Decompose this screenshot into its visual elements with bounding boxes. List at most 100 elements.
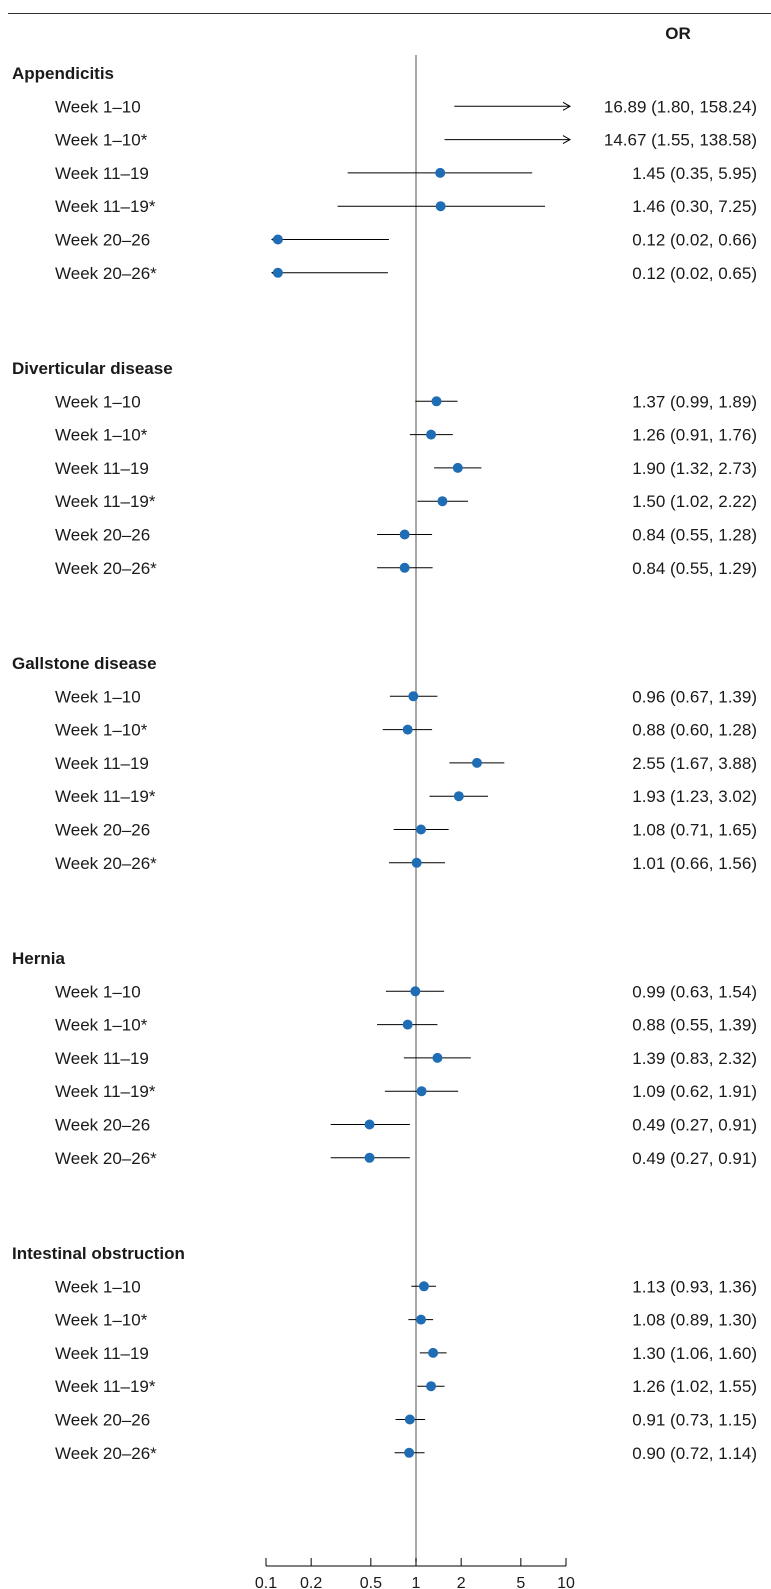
x-tick-label: 2 bbox=[457, 1575, 466, 1589]
or-point bbox=[452, 462, 463, 473]
group-heading: Appendicitis bbox=[12, 64, 114, 83]
or-value-text: 0.84 (0.55, 1.28) bbox=[632, 526, 757, 545]
or-value-text: 1.26 (0.91, 1.76) bbox=[632, 426, 757, 445]
row-label: Week 11–19 bbox=[55, 754, 149, 773]
or-value-text: 0.12 (0.02, 0.66) bbox=[632, 231, 757, 250]
group-heading: Hernia bbox=[12, 949, 65, 968]
row-label: Week 1–10 bbox=[55, 982, 141, 1001]
or-value-text: 0.84 (0.55, 1.29) bbox=[632, 559, 757, 578]
or-point bbox=[437, 496, 448, 507]
row-label: Week 20–26 bbox=[55, 231, 150, 250]
or-value-text: 1.09 (0.62, 1.91) bbox=[632, 1082, 757, 1101]
or-point bbox=[404, 1414, 415, 1425]
x-tick-label: 5 bbox=[516, 1575, 525, 1589]
x-tick-label: 0.5 bbox=[360, 1575, 382, 1589]
or-point bbox=[399, 529, 410, 540]
x-tick-label: 10 bbox=[557, 1575, 575, 1589]
or-value-text: 1.30 (1.06, 1.60) bbox=[632, 1344, 757, 1363]
or-value-text: 0.12 (0.02, 0.65) bbox=[632, 264, 757, 283]
or-point bbox=[402, 724, 413, 735]
or-value-text: 0.91 (0.73, 1.15) bbox=[632, 1411, 757, 1430]
group-heading: Intestinal obstruction bbox=[12, 1244, 185, 1263]
or-value-text: 1.08 (0.71, 1.65) bbox=[632, 821, 757, 840]
or-value-text: 0.49 (0.27, 0.91) bbox=[632, 1149, 757, 1168]
row-label: Week 1–10* bbox=[55, 131, 148, 150]
row-label: Week 11–19 bbox=[55, 1049, 149, 1068]
or-value-text: 0.96 (0.67, 1.39) bbox=[632, 687, 757, 706]
or-value-text: 1.26 (1.02, 1.55) bbox=[632, 1377, 757, 1396]
row-label: Week 11–19 bbox=[55, 1344, 149, 1363]
or-point bbox=[426, 429, 437, 440]
or-point bbox=[435, 201, 446, 212]
or-value-text: 0.88 (0.60, 1.28) bbox=[632, 721, 757, 740]
x-tick-label: 0.2 bbox=[300, 1575, 322, 1589]
row-label: Week 11–19* bbox=[55, 1377, 156, 1396]
or-point bbox=[399, 562, 410, 573]
row-label: Week 20–26* bbox=[55, 1444, 157, 1463]
row-label: Week 11–19* bbox=[55, 492, 156, 511]
row-label: Week 11–19* bbox=[55, 1082, 156, 1101]
or-point bbox=[416, 824, 427, 835]
or-value-text: 0.90 (0.72, 1.14) bbox=[632, 1444, 757, 1463]
or-point bbox=[416, 1314, 427, 1325]
or-value-text: 1.39 (0.83, 2.32) bbox=[632, 1049, 757, 1068]
or-value-text: 1.13 (0.93, 1.36) bbox=[632, 1277, 757, 1296]
or-point bbox=[435, 167, 446, 178]
or-point bbox=[408, 691, 419, 702]
or-point bbox=[431, 396, 442, 407]
or-value-text: 1.46 (0.30, 7.25) bbox=[632, 197, 757, 216]
or-value-text: 14.67 (1.55, 138.58) bbox=[604, 131, 757, 150]
row-label: Week 20–26 bbox=[55, 526, 150, 545]
row-label: Week 11–19* bbox=[55, 197, 156, 216]
group-heading: Gallstone disease bbox=[12, 654, 157, 673]
header-rule bbox=[8, 13, 771, 14]
or-value-text: 0.88 (0.55, 1.39) bbox=[632, 1016, 757, 1035]
ci-right-arrow bbox=[562, 135, 572, 145]
or-point bbox=[453, 791, 464, 802]
row-label: Week 1–10* bbox=[55, 1016, 148, 1035]
row-label: Week 1–10* bbox=[55, 1311, 148, 1330]
or-point bbox=[364, 1119, 375, 1130]
or-value-text: 1.45 (0.35, 5.95) bbox=[632, 164, 757, 183]
or-point bbox=[471, 757, 482, 768]
or-point bbox=[428, 1347, 439, 1358]
or-point bbox=[272, 267, 283, 278]
row-label: Week 1–10* bbox=[55, 426, 148, 445]
row-label: Week 11–19* bbox=[55, 787, 156, 806]
or-value-text: 1.90 (1.32, 2.73) bbox=[632, 459, 757, 478]
row-label: Week 1–10 bbox=[55, 1277, 141, 1296]
row-label: Week 1–10 bbox=[55, 97, 141, 116]
or-value-text: 16.89 (1.80, 158.24) bbox=[604, 97, 757, 116]
or-point bbox=[432, 1052, 443, 1063]
row-label: Week 1–10 bbox=[55, 687, 141, 706]
x-tick-label: 0.1 bbox=[255, 1575, 277, 1589]
row-label: Week 20–26 bbox=[55, 1411, 150, 1430]
or-point bbox=[404, 1447, 415, 1458]
row-label: Week 20–26* bbox=[55, 559, 157, 578]
or-point bbox=[418, 1281, 429, 1292]
row-label: Week 20–26* bbox=[55, 1149, 157, 1168]
row-label: Week 1–10* bbox=[55, 721, 148, 740]
ci-right-arrow bbox=[562, 101, 572, 111]
or-point bbox=[410, 986, 421, 997]
group-heading: Diverticular disease bbox=[12, 359, 173, 378]
x-tick-label: 1 bbox=[412, 1575, 421, 1589]
row-label: Week 11–19 bbox=[55, 164, 149, 183]
or-value-text: 2.55 (1.67, 3.88) bbox=[632, 754, 757, 773]
or-value-text: 1.37 (0.99, 1.89) bbox=[632, 392, 757, 411]
row-label: Week 20–26* bbox=[55, 854, 157, 873]
row-label: Week 20–26 bbox=[55, 1116, 150, 1135]
row-label: Week 20–26* bbox=[55, 264, 157, 283]
row-label: Week 11–19 bbox=[55, 459, 149, 478]
or-point bbox=[272, 234, 283, 245]
or-value-text: 1.08 (0.89, 1.30) bbox=[632, 1311, 757, 1330]
or-point bbox=[364, 1152, 375, 1163]
or-point bbox=[416, 1086, 427, 1097]
or-value-text: 1.50 (1.02, 2.22) bbox=[632, 492, 757, 511]
or-value-text: 1.01 (0.66, 1.56) bbox=[632, 854, 757, 873]
row-label: Week 20–26 bbox=[55, 821, 150, 840]
row-label: Week 1–10 bbox=[55, 392, 141, 411]
or-value-text: 0.49 (0.27, 0.91) bbox=[632, 1116, 757, 1135]
or-column-header: OR bbox=[665, 24, 691, 43]
